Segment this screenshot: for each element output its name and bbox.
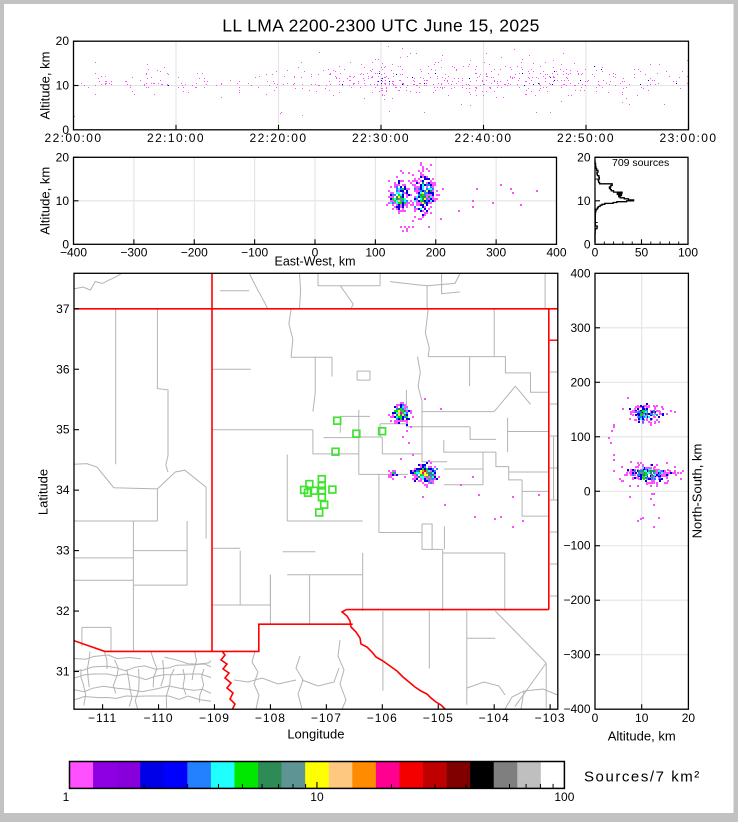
svg-text:22:30:00: 22:30:00: [352, 131, 410, 145]
svg-text:400: 400: [546, 246, 566, 260]
svg-text:−200: −200: [563, 593, 590, 607]
svg-text:−200: −200: [181, 246, 208, 260]
svg-text:0: 0: [62, 237, 69, 251]
svg-text:20: 20: [56, 34, 70, 48]
svg-text:31: 31: [56, 665, 70, 679]
svg-text:1: 1: [63, 790, 70, 804]
svg-text:Longitude: Longitude: [287, 727, 344, 742]
svg-text:−111: −111: [88, 711, 117, 725]
svg-text:100: 100: [678, 246, 698, 260]
svg-text:−100: −100: [241, 246, 268, 260]
svg-text:20: 20: [577, 150, 591, 164]
svg-text:East-West, km: East-West, km: [274, 255, 355, 269]
svg-text:−100: −100: [563, 539, 590, 553]
svg-text:0: 0: [584, 237, 591, 251]
svg-text:22:00:00: 22:00:00: [45, 131, 103, 145]
svg-text:North-South, km: North-South, km: [690, 444, 705, 539]
svg-text:−106: −106: [367, 711, 398, 725]
svg-text:200: 200: [426, 246, 446, 260]
svg-text:100: 100: [554, 790, 574, 804]
svg-text:22:20:00: 22:20:00: [250, 131, 308, 145]
svg-text:−108: −108: [255, 711, 286, 725]
svg-text:33: 33: [56, 544, 70, 558]
svg-text:0: 0: [312, 246, 319, 260]
svg-text:300: 300: [570, 321, 590, 335]
svg-text:100: 100: [570, 430, 590, 444]
svg-text:50: 50: [635, 246, 649, 260]
svg-text:−300: −300: [563, 648, 590, 662]
svg-text:100: 100: [365, 246, 385, 260]
svg-text:−105: −105: [423, 711, 454, 725]
svg-text:LL LMA 2200-2300 UTC June 15,: LL LMA 2200-2300 UTC June 15, 2025: [222, 16, 539, 36]
svg-text:0: 0: [592, 246, 599, 260]
svg-text:10: 10: [56, 79, 70, 93]
svg-text:−300: −300: [120, 246, 147, 260]
svg-text:−107: −107: [311, 711, 342, 725]
svg-text:Altitude, km: Altitude, km: [608, 729, 676, 744]
svg-text:0: 0: [592, 711, 599, 725]
svg-text:10: 10: [577, 194, 591, 208]
svg-text:20: 20: [682, 711, 696, 725]
svg-text:−104: −104: [479, 711, 510, 725]
svg-text:200: 200: [570, 375, 590, 389]
svg-text:−109: −109: [199, 711, 230, 725]
svg-text:Altitude, km: Altitude, km: [38, 52, 53, 120]
svg-text:−400: −400: [563, 702, 590, 716]
svg-text:36: 36: [56, 362, 70, 376]
svg-text:−110: −110: [143, 711, 173, 725]
svg-text:34: 34: [56, 483, 70, 497]
svg-text:10: 10: [56, 194, 70, 208]
svg-text:−103: −103: [535, 711, 566, 725]
svg-text:22:50:00: 22:50:00: [557, 131, 615, 145]
svg-text:709 sources: 709 sources: [612, 157, 669, 169]
svg-text:10: 10: [635, 711, 649, 725]
svg-text:Altitude, km: Altitude, km: [38, 167, 53, 235]
svg-text:Sources/7 km²: Sources/7 km²: [584, 769, 701, 786]
svg-text:20: 20: [56, 150, 70, 164]
svg-text:0: 0: [584, 484, 591, 498]
svg-text:22:40:00: 22:40:00: [455, 131, 513, 145]
svg-text:32: 32: [56, 604, 70, 618]
svg-text:10: 10: [310, 790, 324, 804]
svg-text:400: 400: [570, 266, 590, 280]
svg-text:Latitude: Latitude: [36, 469, 51, 515]
svg-text:37: 37: [56, 302, 70, 316]
svg-text:35: 35: [56, 423, 70, 437]
svg-text:−400: −400: [60, 246, 87, 260]
svg-text:300: 300: [486, 246, 506, 260]
svg-text:22:10:00: 22:10:00: [147, 131, 205, 145]
svg-text:23:00:00: 23:00:00: [660, 131, 718, 145]
svg-text:0: 0: [62, 123, 69, 137]
